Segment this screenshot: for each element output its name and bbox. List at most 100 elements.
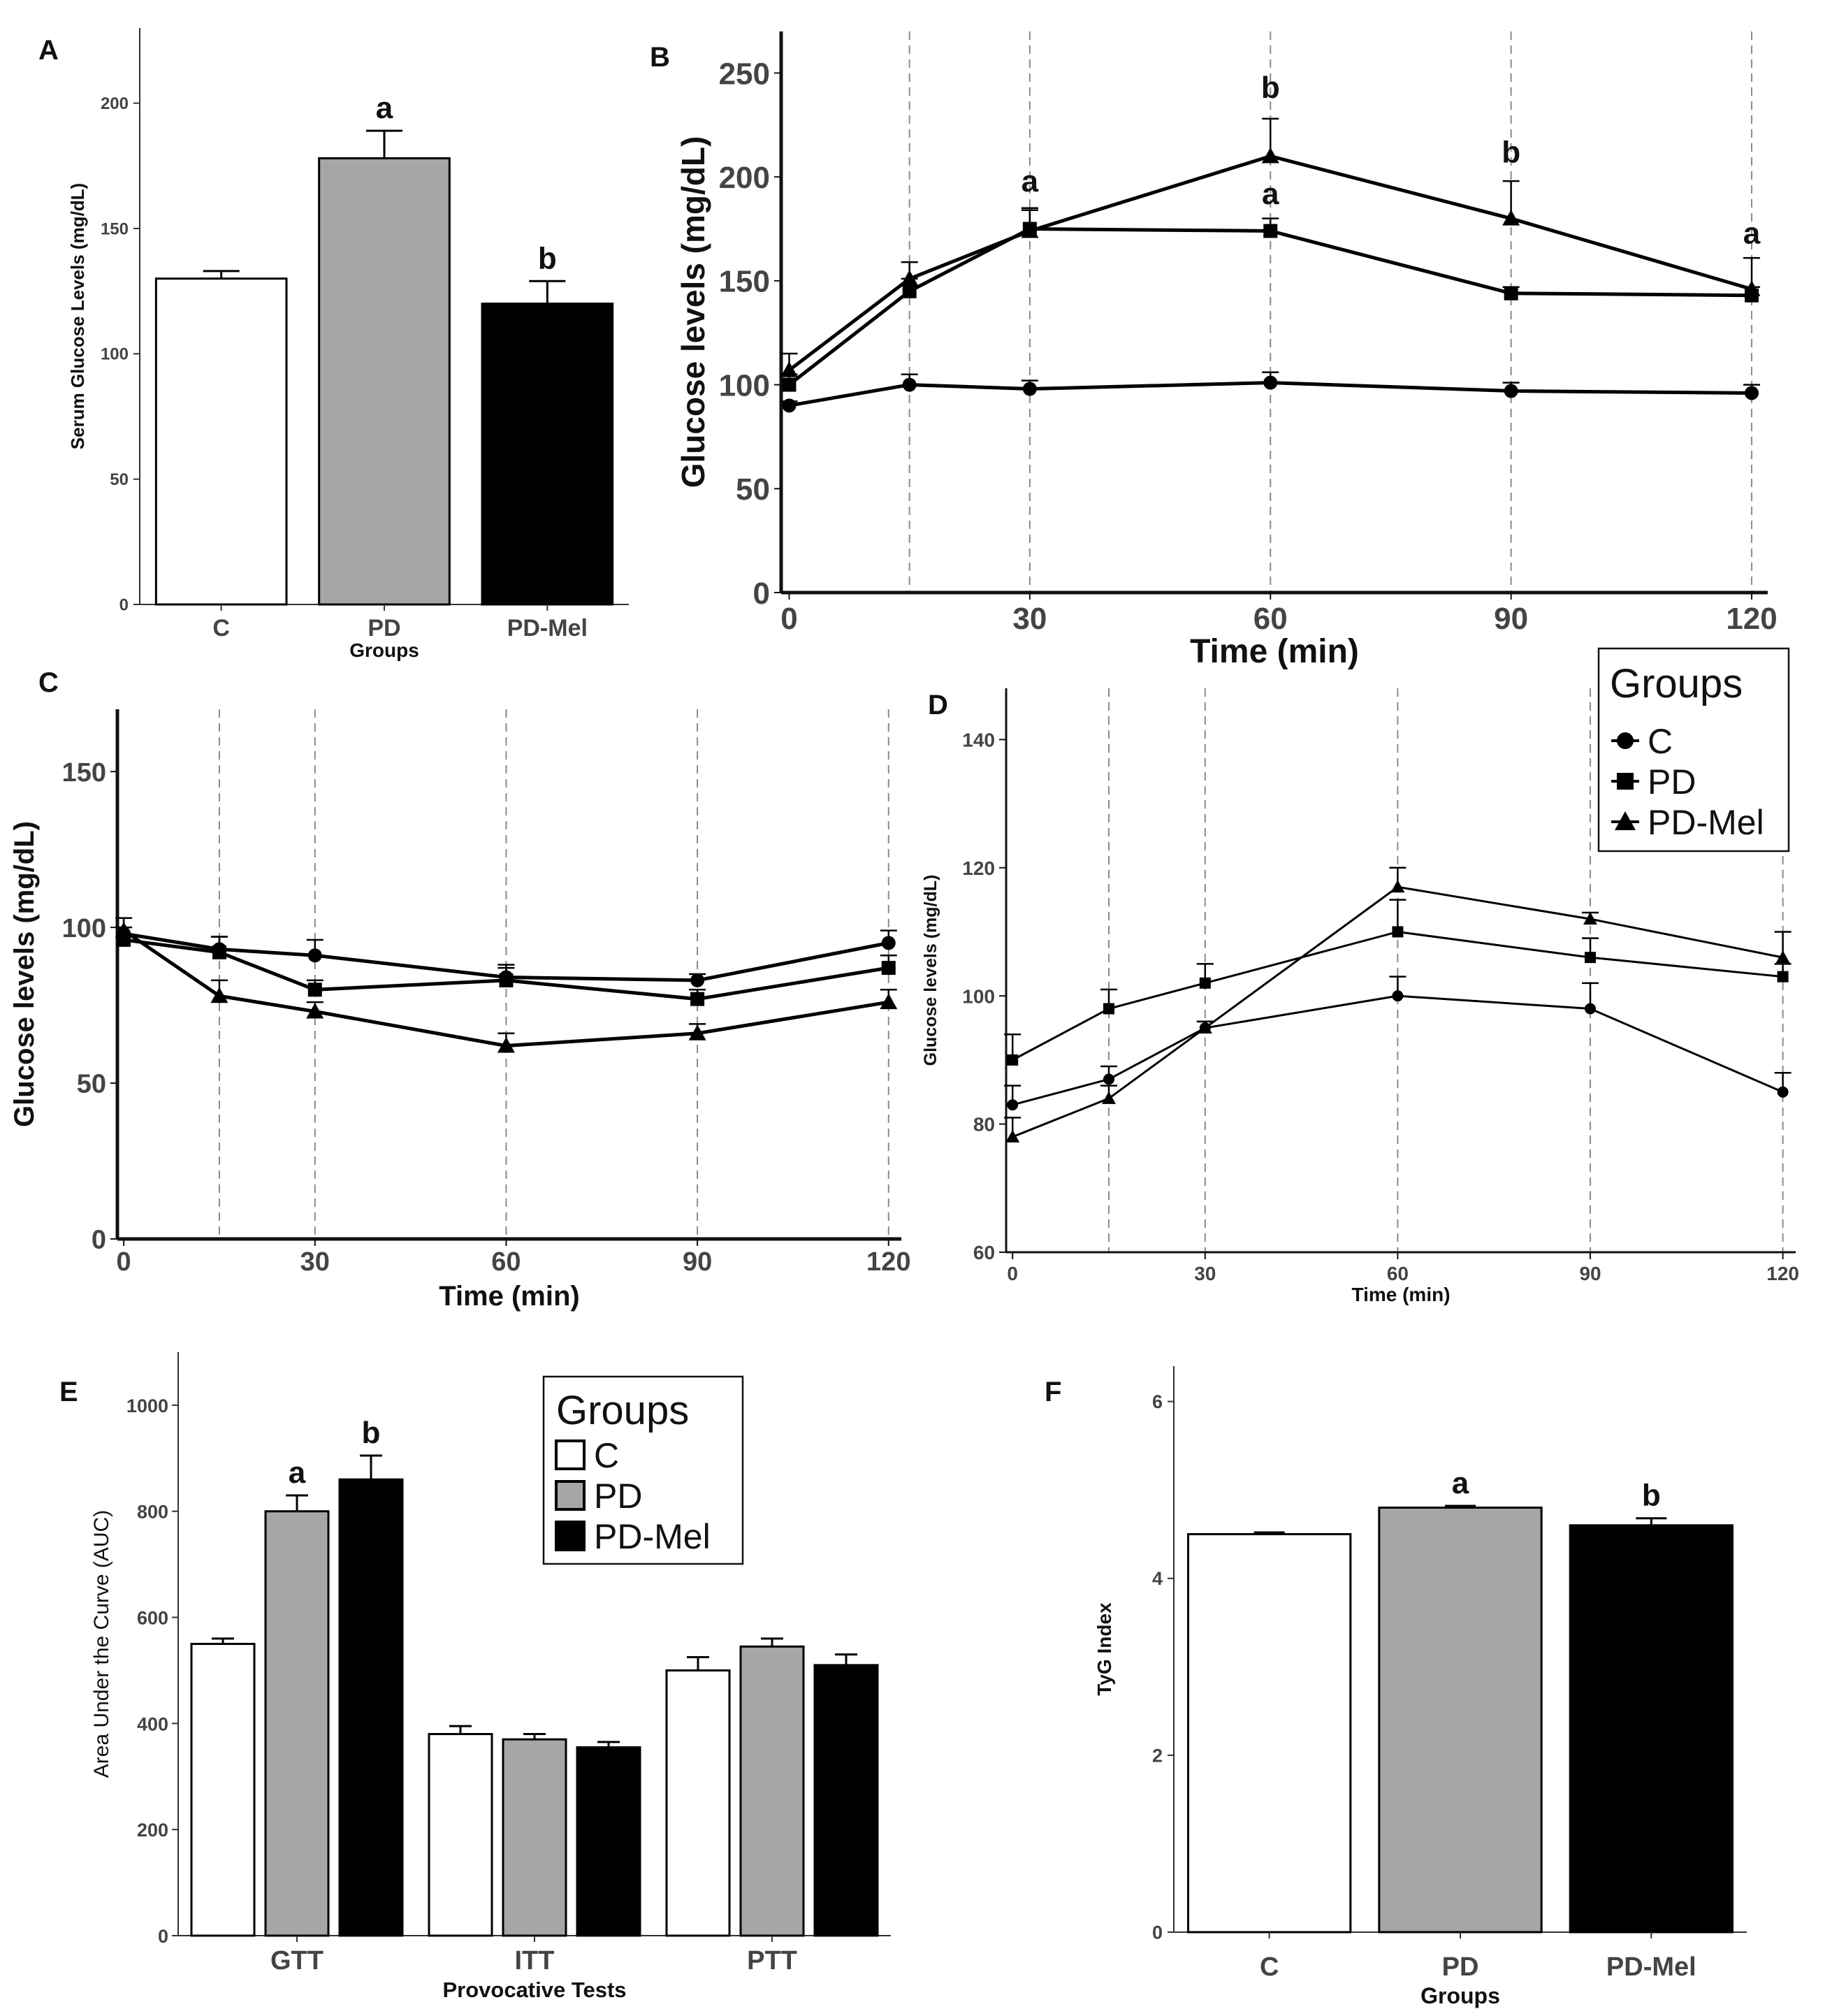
legend-box [1597,647,1790,853]
significance-label: a [1743,216,1761,250]
y-tick-label: 150 [101,219,129,238]
series-line-pd-mel [1012,885,1783,1138]
panel-a: A 0 50 100 150 200 C PD a PD-Mel b Groups Serum Gluc… [38,28,629,661]
data-point-c [1585,1003,1597,1015]
legend-entry-pd-mel: PD-Mel [594,1517,711,1556]
legend-entry-pd: PD [1648,762,1696,802]
x-tick-label: 30 [1194,1263,1216,1284]
bar-c [1187,1532,1352,1934]
panel-letter: C [38,667,59,698]
y-tick-label: 120 [962,857,995,879]
data-point-pd-mel [1775,950,1790,964]
series-line-pd-mel [122,929,889,1048]
data-point-c [1745,386,1759,400]
panel-letter: D [928,690,948,720]
y-tick-label: 100 [62,914,106,943]
significance-label: b [1502,135,1520,169]
legend-swatch-pd-mel [555,1521,586,1551]
legend-entry-pd-mel: PD-Mel [1648,803,1764,842]
x-tick-label: C [1260,1952,1279,1982]
bar-gtt-pd-mel [338,1478,404,1937]
data-point-pd [1007,1054,1019,1066]
data-point-pd-mel [688,1024,706,1040]
bar-pd-mel [1569,1524,1734,1934]
legend-title: Groups [1610,661,1743,706]
data-point-pd [1263,224,1278,238]
legend-swatch-c [555,1440,586,1470]
bar-ptt-c [665,1669,731,1937]
bar-ptt-pd-mel [813,1664,879,1937]
data-point-pd [307,982,322,997]
y-tick-label: 4 [1152,1568,1163,1589]
x-tick-label: PD [368,615,400,641]
data-point-pd-mel [1502,210,1520,226]
y-axis-label: Serum Glucose Levels (mg/dL) [67,183,88,449]
data-point-pd-mel [1198,1021,1212,1034]
data-point-pd-mel [1583,912,1598,925]
y-tick-label: 250 [719,57,770,91]
significance-label: b [362,1416,381,1450]
series-line-pd [787,227,1752,386]
data-point-pd-mel [880,993,898,1010]
data-point-pd [1504,286,1518,300]
data-point-c [1007,1099,1019,1111]
series-line-pd [123,938,889,1001]
data-point-pd-mel [1390,880,1405,893]
significance-label: a [1452,1466,1469,1500]
significance-label: b [538,241,557,275]
y-axis-label: Glucose levels (mg/dL) [921,875,940,1066]
significance-label: a [1262,177,1279,211]
data-point-pd [881,961,896,976]
y-tick-label: 200 [719,161,770,195]
y-tick-label: 140 [962,729,995,750]
y-axis-label: TyG Index [1093,1602,1115,1696]
data-point-c [1103,1073,1114,1085]
x-tick-label: PD-Mel [507,615,588,641]
y-tick-label: 50 [110,470,129,489]
bar-ptt-pd [739,1645,805,1937]
x-tick-label: C [212,615,230,641]
y-tick-label: 2 [1152,1745,1163,1766]
legend-entry-pd: PD [594,1477,642,1516]
data-point-pd-mel [115,922,133,938]
x-tick-label: GTT [270,1946,324,1975]
bar-c [154,277,288,606]
x-tick-label: 120 [1766,1263,1799,1284]
series-line-c [1012,994,1784,1106]
x-tick-label: PD-Mel [1606,1952,1696,1982]
y-axis-label: Area Under the Curve (AUC) [90,1510,113,1778]
x-axis-label: Time (min) [439,1281,580,1312]
y-tick-label: 0 [753,576,770,611]
y-tick-label: 50 [736,472,770,507]
panel-e: E 0 200 400 600 800 1000 a b GTT ITT PTT Provocative… [59,1352,891,2002]
significance-label: a [289,1456,306,1490]
y-tick-label: 200 [137,1820,168,1841]
legend-entry-c: C [1648,722,1673,761]
data-point-pd [690,992,705,1006]
significance-label: a [376,91,393,125]
y-tick-label: 60 [973,1242,995,1263]
bar-itt-pd-mel [576,1746,641,1937]
data-point-pd [1103,1003,1114,1015]
y-tick-label: 100 [962,985,995,1007]
y-axis-label: Glucose levels (mg/dL) [9,821,40,1127]
data-point-pd-mel [780,361,798,377]
data-point-c [307,948,322,963]
legend-entry-c: C [594,1436,619,1475]
data-point-c [1504,384,1518,398]
bar-itt-c [428,1733,493,1937]
data-point-c [902,377,917,392]
data-point-pd-mel [306,1003,324,1019]
x-tick-label: 60 [491,1247,521,1277]
legend-swatch-pd [555,1480,586,1511]
y-tick-label: 200 [101,94,129,113]
data-point-pd [902,284,917,298]
x-tick-label: ITT [515,1946,555,1975]
x-tick-label: PTT [747,1946,797,1975]
bar-gtt-pd [264,1510,330,1937]
data-point-pd-mel [497,1037,515,1053]
bar-pd-mel [481,303,614,606]
bar-pd [318,157,451,606]
legend-marker-pd [1617,773,1634,790]
